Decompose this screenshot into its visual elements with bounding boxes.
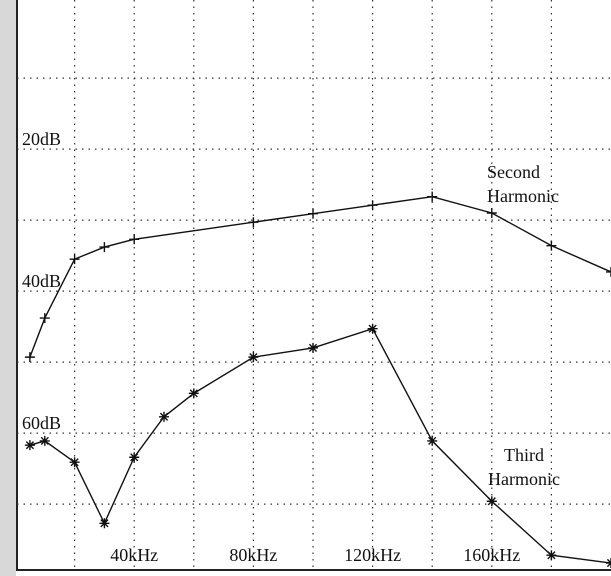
series-label: Third Harmonic xyxy=(488,445,560,489)
x-tick-label: 160kHz xyxy=(463,545,520,565)
marker xyxy=(69,254,80,265)
x-tick-label: 80kHz xyxy=(229,545,277,565)
marker xyxy=(367,323,378,334)
marker xyxy=(486,496,497,507)
marker xyxy=(99,242,110,253)
marker xyxy=(486,208,497,218)
marker xyxy=(546,240,557,251)
series-label: Second Harmonic xyxy=(487,162,559,206)
x-tick-label: 120kHz xyxy=(344,545,401,565)
marker xyxy=(308,208,318,219)
marker xyxy=(69,457,80,468)
marker xyxy=(248,352,259,363)
series-line xyxy=(29,327,611,564)
y-tick-label: 20dB xyxy=(22,129,61,149)
marker xyxy=(129,452,140,463)
marker xyxy=(39,313,50,324)
marker xyxy=(427,191,438,202)
marker xyxy=(24,352,35,363)
marker xyxy=(427,435,438,446)
marker xyxy=(367,200,378,211)
marker xyxy=(308,342,318,353)
marker xyxy=(606,266,611,277)
y-tick-label: 60dB xyxy=(22,413,61,433)
marker xyxy=(99,518,110,529)
x-tick-label: 40kHz xyxy=(110,545,158,565)
marker xyxy=(24,440,35,451)
marker xyxy=(129,234,140,245)
left-margin xyxy=(0,0,16,576)
marker xyxy=(39,435,50,446)
marker xyxy=(248,217,259,228)
marker xyxy=(606,558,611,569)
marker xyxy=(188,388,199,399)
series-line xyxy=(29,195,611,358)
y-tick-label: 40dB xyxy=(22,271,61,291)
marker xyxy=(159,411,169,422)
marker xyxy=(546,550,557,561)
